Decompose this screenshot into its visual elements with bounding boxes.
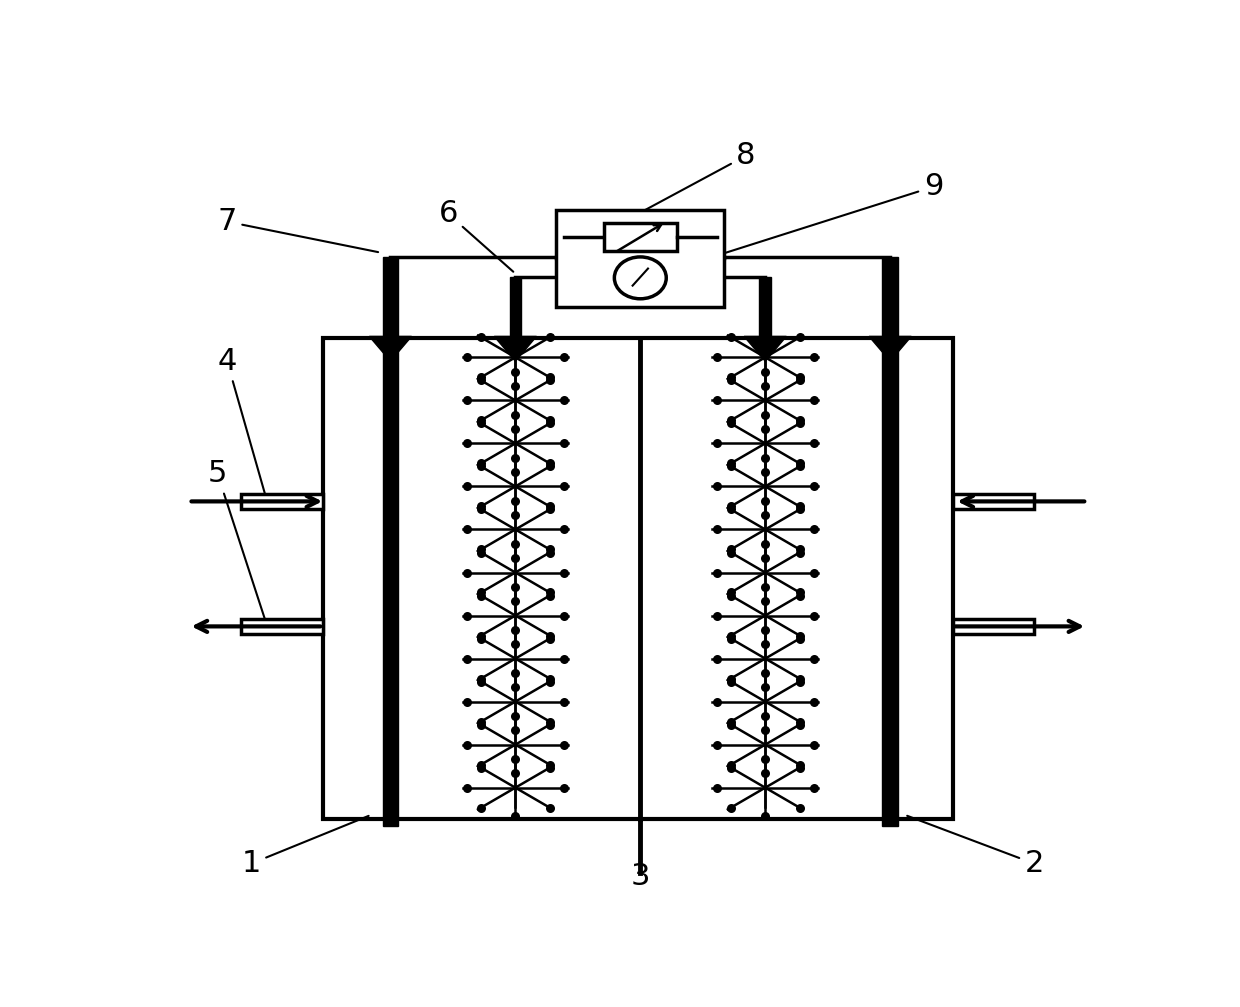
Polygon shape <box>869 336 911 362</box>
Bar <box>759 278 771 338</box>
Circle shape <box>614 257 666 299</box>
Bar <box>242 618 324 634</box>
Bar <box>324 338 952 819</box>
Bar <box>242 493 324 510</box>
Polygon shape <box>495 336 537 362</box>
Text: 3: 3 <box>631 862 650 891</box>
Bar <box>952 493 1034 510</box>
Bar <box>510 278 521 338</box>
Text: 6: 6 <box>439 199 513 272</box>
Polygon shape <box>744 336 786 362</box>
Bar <box>883 257 898 827</box>
Text: 7: 7 <box>217 207 378 252</box>
Bar <box>604 224 677 251</box>
Polygon shape <box>370 336 412 362</box>
Bar <box>952 618 1034 634</box>
Text: 4: 4 <box>217 346 265 494</box>
Text: 9: 9 <box>673 172 944 269</box>
Text: 8: 8 <box>634 141 755 217</box>
Text: 1: 1 <box>242 816 368 878</box>
Text: 2: 2 <box>908 816 1044 878</box>
Text: 5: 5 <box>208 459 265 620</box>
Bar <box>557 210 724 307</box>
Bar <box>383 257 398 827</box>
